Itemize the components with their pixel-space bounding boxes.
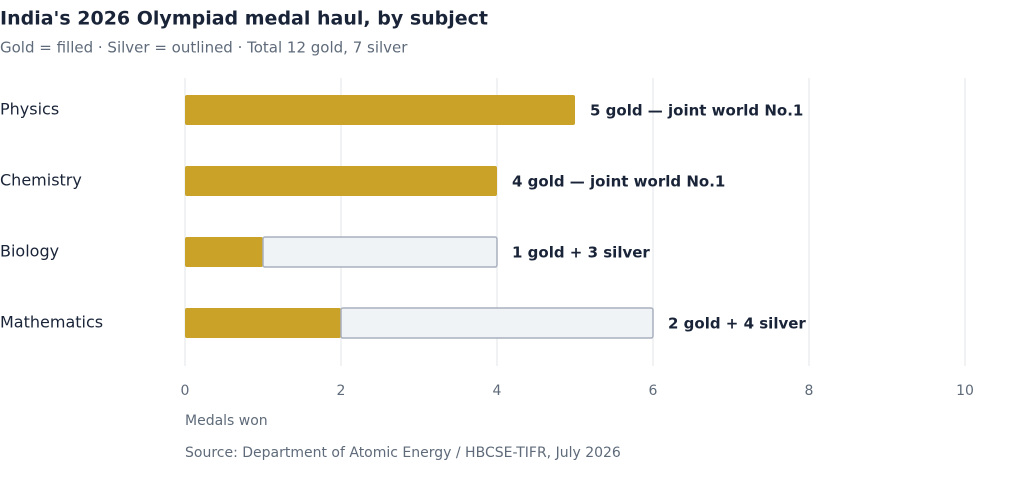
x-tick-label: 6	[649, 383, 658, 399]
x-tick-label: 2	[337, 383, 346, 399]
bar-gold	[185, 166, 497, 196]
x-axis-label: Medals won	[185, 413, 268, 429]
x-tick-label: 10	[956, 383, 974, 399]
chart-subtitle: Gold = filled · Silver = outlined · Tota…	[0, 39, 408, 57]
bar-silver	[340, 307, 654, 339]
bar-label: 4 gold — joint world No.1	[512, 173, 725, 191]
category-label: Physics	[0, 100, 59, 119]
category-label: Mathematics	[0, 313, 103, 332]
x-tick-label: 8	[805, 383, 814, 399]
bar-silver	[262, 236, 498, 268]
bar-label: 2 gold + 4 silver	[668, 315, 806, 333]
x-tick-label: 0	[181, 383, 190, 399]
bar-label: 1 gold + 3 silver	[512, 244, 650, 262]
bar-label: 5 gold — joint world No.1	[590, 102, 803, 120]
source: Source: Department of Atomic Energy / HB…	[185, 445, 621, 461]
bar-gold	[185, 95, 575, 125]
category-label: Biology	[0, 242, 59, 261]
category-label: Chemistry	[0, 171, 82, 190]
x-tick-label: 4	[493, 383, 502, 399]
bar-gold	[185, 308, 341, 338]
bar-gold	[185, 237, 263, 267]
chart-title: India's 2026 Olympiad medal haul, by sub…	[0, 8, 488, 30]
